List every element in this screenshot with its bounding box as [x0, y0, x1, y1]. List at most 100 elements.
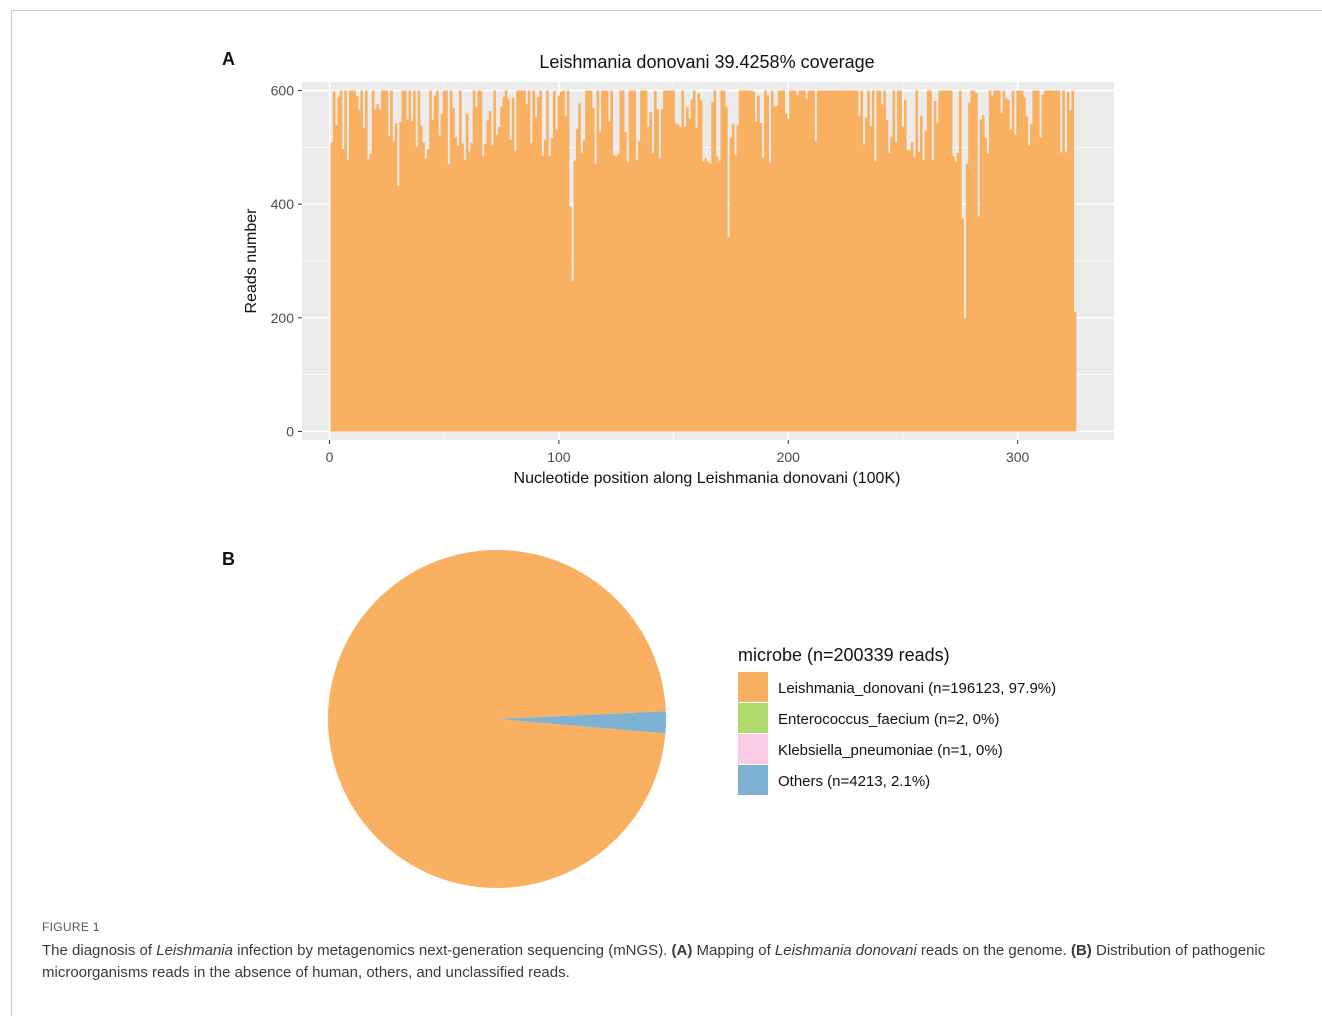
coverage-bar [660, 109, 664, 432]
coverage-bar [436, 90, 439, 432]
coverage-bar [1014, 134, 1017, 432]
coverage-bar [890, 136, 893, 432]
coverage-bar [601, 90, 604, 432]
coverage-bar [986, 153, 990, 432]
coverage-bar [991, 95, 994, 432]
coverage-bar [397, 185, 400, 432]
coverage-bar [573, 160, 577, 432]
coverage-bar [429, 90, 432, 432]
legend-entry: Enterococcus_faecium (n=2, 0%) [778, 711, 999, 728]
coverage-bar [619, 90, 623, 432]
coverage-bar [823, 90, 827, 432]
coverage-bar [1053, 90, 1056, 432]
coverage-bar [1048, 90, 1052, 432]
coverage-bar [335, 125, 338, 432]
coverage-bar [745, 90, 749, 432]
chart-title: Leishmania donovani 39.4258% coverage [539, 52, 874, 72]
coverage-bar [894, 142, 898, 432]
coverage-bar [663, 90, 666, 432]
coverage-bar [1004, 98, 1008, 432]
coverage-bar [495, 135, 499, 432]
coverage-bar [344, 90, 347, 432]
coverage-bar [371, 90, 375, 432]
coverage-bar [711, 102, 714, 432]
coverage-bar [837, 90, 841, 432]
coverage-bar [715, 156, 719, 432]
coverage-bar [830, 90, 834, 432]
coverage-bar [972, 90, 976, 432]
coverage-bar [1039, 137, 1042, 432]
coverage-bar [598, 131, 602, 432]
coverage-bar [988, 90, 992, 432]
legend-entry: Others (n=4213, 2.1%) [778, 773, 930, 790]
coverage-bar [963, 317, 967, 432]
coverage-bar [1041, 94, 1045, 432]
coverage-bar [401, 90, 405, 432]
coverage-bar [825, 90, 829, 432]
coverage-bar [1034, 90, 1038, 432]
coverage-bar [417, 90, 421, 432]
coverage-bar [903, 99, 907, 432]
pie [327, 549, 666, 888]
coverage-bar [413, 90, 416, 432]
coverage-bar [440, 114, 444, 432]
coverage-bar [614, 156, 618, 432]
coverage-bar [539, 90, 542, 432]
coverage-bar [419, 125, 423, 432]
coverage-bar [546, 90, 549, 432]
coverage-bar [683, 126, 687, 432]
coverage-bar [569, 207, 572, 432]
coverage-bar [881, 104, 884, 432]
coverage-bar [608, 121, 611, 432]
coverage-bar [1023, 97, 1026, 432]
coverage-bar [571, 280, 574, 432]
coverage-bar [617, 154, 620, 432]
coverage-bar [552, 90, 556, 432]
coverage-bar [995, 90, 999, 432]
coverage-bar [796, 95, 799, 432]
coverage-bar [339, 90, 343, 432]
coverage-bar [541, 155, 545, 432]
coverage-bar [518, 90, 522, 432]
coverage-bar [502, 96, 506, 432]
coverage-bar [979, 119, 983, 432]
y-tick-label: 0 [286, 423, 294, 439]
coverage-bar [504, 90, 508, 432]
coverage-bar [876, 90, 880, 432]
coverage-bar [688, 118, 691, 432]
coverage-bar [848, 90, 852, 432]
coverage-bar [596, 90, 600, 432]
coverage-bar [534, 116, 538, 432]
coverage-bar [399, 121, 402, 432]
coverage-bar [575, 129, 579, 432]
coverage-bar [699, 100, 703, 432]
coverage-bar [1059, 152, 1063, 432]
coverage-bar [594, 163, 597, 432]
coverage-bar [835, 90, 838, 432]
coverage-bar [1036, 90, 1040, 432]
coverage-bar [853, 90, 857, 432]
coverage-bar [640, 90, 643, 432]
coverage-bar [917, 151, 921, 432]
coverage-bar [468, 151, 471, 432]
coverage-bar [1016, 90, 1019, 432]
coverage-bar [369, 153, 373, 432]
coverage-bar [589, 90, 593, 432]
coverage-bar [901, 126, 905, 432]
coverage-bar [750, 90, 753, 432]
coverage-bar [387, 136, 391, 432]
coverage-bar [851, 90, 854, 432]
coverage-bar [754, 121, 758, 432]
coverage-bar [548, 156, 552, 432]
coverage-bar [736, 125, 740, 432]
coverage-bar [376, 103, 380, 432]
coverage-bar [403, 90, 407, 432]
coverage-bar [878, 90, 882, 432]
coverage-bar [364, 90, 368, 432]
coverage-bar [536, 97, 540, 432]
coverage-bar [713, 90, 717, 432]
coverage-bar [458, 90, 462, 432]
coverage-bar [970, 90, 974, 432]
coverage-bar [497, 126, 501, 432]
